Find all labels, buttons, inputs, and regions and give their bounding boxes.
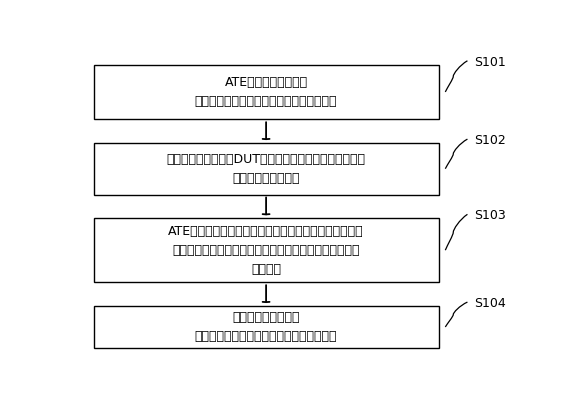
Text: ATE射频信号源以预设
的频率和功率输出发射信号给待测射频开关: ATE射频信号源以预设 的频率和功率输出发射信号给待测射频开关 [195, 76, 337, 108]
Text: S103: S103 [474, 209, 506, 222]
Text: S102: S102 [474, 134, 506, 147]
Text: 数字信号处理器对该
处理后的接收信号进行处理，输出测试结果: 数字信号处理器对该 处理后的接收信号进行处理，输出测试结果 [195, 311, 337, 343]
Text: S101: S101 [474, 56, 506, 69]
Text: ATE射频接收机接收待测射频开关输出的发射信号，对接
收的信号进行处理，并将处理后的接收信号发送给数字信
号处理器: ATE射频接收机接收待测射频开关输出的发射信号，对接 收的信号进行处理，并将处理… [168, 225, 364, 276]
FancyBboxPatch shape [94, 64, 439, 119]
FancyBboxPatch shape [94, 306, 439, 348]
FancyBboxPatch shape [94, 218, 439, 282]
Text: 数字信号处理器输出DUT控制信号给待测射频开关以控制
待测射频开关的状态: 数字信号处理器输出DUT控制信号给待测射频开关以控制 待测射频开关的状态 [167, 153, 365, 185]
Text: S104: S104 [474, 297, 506, 310]
FancyBboxPatch shape [94, 143, 439, 195]
